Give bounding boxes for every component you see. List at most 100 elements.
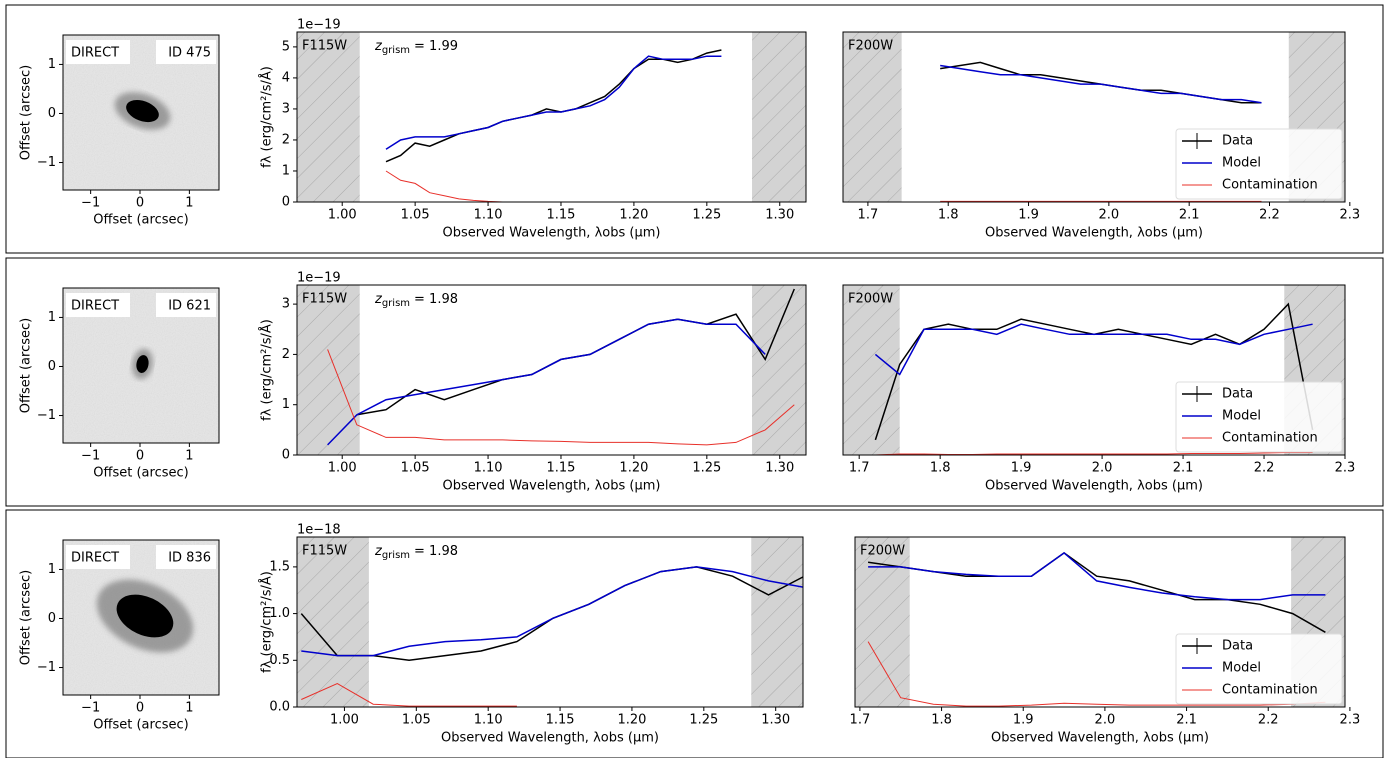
x-tick-label: 1.10	[474, 713, 503, 728]
x-tick-label: 1.20	[617, 713, 646, 728]
redshift-subscript: grism	[382, 550, 410, 561]
series-line	[868, 553, 1325, 632]
shaded-region	[843, 285, 900, 455]
y-axis-label: Offset (arcsec)	[19, 65, 34, 160]
legend-label: Model	[1222, 661, 1261, 676]
redshift-subscript: grism	[382, 298, 410, 309]
y-axis-label: Offset (arcsec)	[19, 570, 34, 665]
y-tick-label: 0	[282, 195, 290, 210]
y-axis-label: fλ (erg/cm²/s/Å)	[259, 319, 275, 421]
redshift-text: = 1.98	[414, 544, 458, 559]
axes-frame	[297, 285, 806, 455]
y-tick-label: 1	[282, 163, 290, 178]
x-tick-label: 1	[185, 701, 193, 716]
y-axis-label: Offset (arcsec)	[19, 318, 34, 413]
x-tick-label: 2.2	[1259, 208, 1280, 223]
series-line	[328, 319, 766, 445]
x-tick-label: 1.9	[1018, 208, 1039, 223]
x-tick-label: 1.20	[619, 461, 648, 476]
legend-label: Contamination	[1222, 683, 1318, 698]
y-axis-label: fλ (erg/cm²/s/Å)	[259, 571, 275, 673]
filter-label: F200W	[848, 39, 893, 54]
series-line	[301, 567, 804, 656]
y-tick-label: 1	[48, 310, 56, 325]
x-tick-label: 1.05	[401, 461, 430, 476]
x-tick-label: 1.25	[692, 208, 721, 223]
y-tick-label: 0	[48, 359, 56, 374]
y-tick-label: 2	[282, 132, 290, 147]
x-tick-label: −1	[81, 196, 100, 211]
panel: 1.71.81.92.02.12.22.3Observed Wavelength…	[843, 285, 1355, 494]
y-tick-label: −1	[37, 660, 56, 675]
x-tick-label: 1.05	[402, 713, 431, 728]
image-label: DIRECT	[71, 551, 119, 566]
y-tick-label: 3	[282, 101, 290, 116]
figure: DIRECT ID 475 −1 0 1 −1 0 1 Offset (arcsec) Offse…	[0, 0, 1391, 758]
redshift-label: zgrism= 1.99	[374, 39, 458, 57]
panel: DIRECTID 836−101−101Offset (arcsec)Offse…	[19, 540, 220, 733]
filter-label: F115W	[302, 292, 347, 307]
x-tick-label: 1.9	[1011, 461, 1032, 476]
y-tick-label: 2	[282, 347, 290, 362]
axes-frame	[297, 537, 803, 707]
x-tick-label: 1	[185, 449, 193, 464]
y-tick-label: 1	[48, 57, 56, 72]
y-tick-label: 4	[282, 70, 290, 85]
y-tick-label: 1	[282, 397, 290, 412]
x-tick-label: 1.8	[938, 208, 959, 223]
offset-text: 1e−19	[297, 18, 341, 33]
y-axis-label: fλ (erg/cm²/s/Å)	[259, 66, 275, 168]
y-tick-label: 0	[48, 106, 56, 121]
image-label: DIRECT	[71, 46, 119, 61]
series-line	[940, 66, 1261, 103]
panel: 1.001.051.101.151.201.251.30012345Observ…	[259, 18, 807, 241]
image-label: DIRECT	[71, 299, 119, 314]
x-tick-label: 1.10	[474, 208, 503, 223]
x-tick-label: 1.15	[546, 713, 575, 728]
redshift-text: = 1.98	[414, 292, 458, 307]
offset-text: 1e−18	[297, 523, 341, 538]
redshift-label: zgrism= 1.98	[374, 292, 458, 310]
filter-label: F200W	[860, 544, 905, 559]
x-tick-label: 2.3	[1339, 208, 1360, 223]
x-tick-label: 1.30	[765, 461, 794, 476]
shaded-region	[752, 285, 806, 455]
legend-label: Data	[1222, 134, 1253, 149]
x-tick-label: 1.10	[474, 461, 503, 476]
legend-label: Model	[1222, 409, 1261, 424]
series-line	[875, 324, 1312, 374]
y-tick-label: 0.0	[269, 700, 290, 715]
legend-label: Contamination	[1222, 178, 1318, 193]
y-tick-label: 0	[282, 448, 290, 463]
x-tick-label: 2.1	[1179, 208, 1200, 223]
x-tick-label: 1.8	[930, 461, 951, 476]
redshift-label: zgrism= 1.98	[374, 544, 458, 562]
x-tick-label: 1.00	[328, 461, 357, 476]
x-tick-label: 1.20	[619, 208, 648, 223]
y-tick-label: −1	[37, 408, 56, 423]
redshift-text: = 1.99	[414, 39, 458, 54]
x-tick-label: 1.25	[689, 713, 718, 728]
x-tick-label: −1	[81, 701, 100, 716]
x-axis-label: Offset (arcsec)	[93, 718, 188, 733]
shaded-region	[843, 32, 902, 202]
image-label: ID 475	[168, 46, 211, 61]
x-tick-label: 1.30	[765, 208, 794, 223]
axes-frame	[297, 32, 806, 202]
x-tick-label: 1.15	[547, 208, 576, 223]
x-axis-label: Observed Wavelength, λobs (μm)	[991, 731, 1209, 746]
x-tick-label: 1.15	[547, 461, 576, 476]
filter-label: F200W	[848, 292, 893, 307]
x-axis-label: Offset (arcsec)	[93, 466, 188, 481]
x-tick-label: 1.30	[761, 713, 790, 728]
x-axis-label: Observed Wavelength, λobs (μm)	[443, 226, 661, 241]
legend-label: Data	[1222, 639, 1253, 654]
x-tick-label: 2.1	[1176, 713, 1197, 728]
x-axis-label: Observed Wavelength, λobs (μm)	[985, 226, 1203, 241]
x-axis-label: Observed Wavelength, λobs (μm)	[441, 731, 659, 746]
x-tick-label: 1.00	[328, 208, 357, 223]
y-tick-label: 1	[48, 562, 56, 577]
